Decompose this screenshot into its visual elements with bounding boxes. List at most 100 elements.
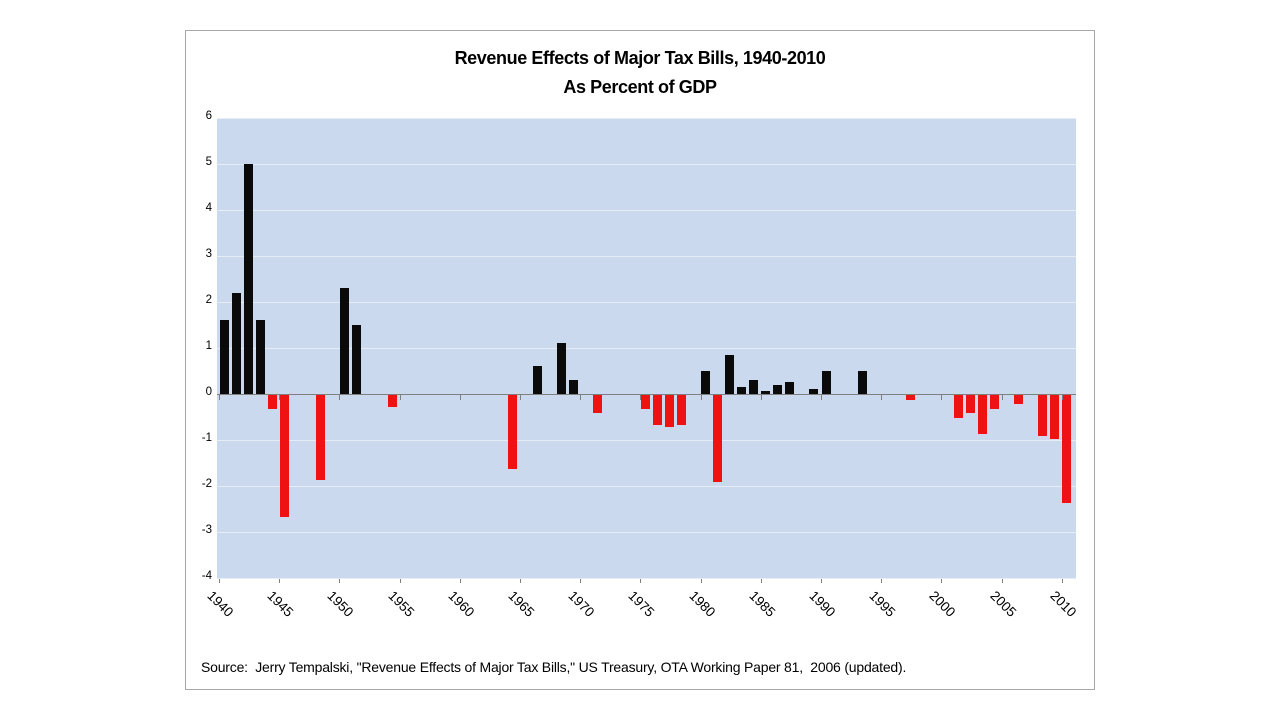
bar-1964 (508, 395, 517, 469)
bar-1984 (749, 380, 758, 394)
source-citation: Source: Jerry Tempalski, "Revenue Effect… (201, 659, 907, 675)
x-axis-label-2010: 2010 (1047, 588, 1080, 620)
x-axis-label-1970: 1970 (565, 588, 598, 620)
x-tick-zero-2005 (1002, 395, 1003, 400)
x-axis-label-1980: 1980 (686, 588, 719, 620)
gridline-y6 (217, 118, 1076, 119)
y-axis-label-1: 1 (205, 340, 212, 352)
x-axis-label-1995: 1995 (866, 588, 899, 620)
bar-1945 (280, 395, 289, 517)
bar-1980 (701, 371, 710, 394)
bar-1943 (256, 320, 265, 394)
x-axis-label-2000: 2000 (926, 588, 959, 620)
x-tick-bottom-1990 (821, 579, 822, 583)
bar-1987 (785, 382, 794, 394)
y-axis-label-2: 2 (205, 294, 212, 306)
bar-1997 (906, 395, 915, 400)
zero-axis-line (217, 394, 1076, 395)
x-tick-bottom-2010 (1062, 579, 1063, 583)
bar-1977 (665, 395, 674, 427)
bar-1985 (761, 391, 770, 394)
bar-2009 (1050, 395, 1059, 439)
gridline-y-1 (217, 440, 1076, 441)
x-axis-label-1940: 1940 (204, 588, 237, 620)
bar-1976 (653, 395, 662, 425)
bar-2010 (1062, 395, 1071, 503)
x-tick-zero-1940 (219, 395, 220, 400)
bar-1978 (677, 395, 686, 425)
x-tick-bottom-1950 (339, 579, 340, 583)
bar-2008 (1038, 395, 1047, 436)
gridline-y3 (217, 256, 1076, 257)
x-tick-zero-1965 (520, 395, 521, 400)
x-axis-label-1955: 1955 (385, 588, 418, 620)
bar-1989 (809, 389, 818, 394)
x-tick-zero-1985 (761, 395, 762, 400)
y-axis-label-0: 0 (205, 386, 212, 398)
bar-1990 (822, 371, 831, 394)
x-tick-zero-2000 (941, 395, 942, 400)
bar-2006 (1014, 395, 1023, 404)
bar-1982 (725, 355, 734, 394)
gridline-y2 (217, 302, 1076, 303)
x-tick-bottom-2000 (941, 579, 942, 583)
x-tick-bottom-1980 (701, 579, 702, 583)
x-tick-bottom-1960 (460, 579, 461, 583)
chart-title-line1: Revenue Effects of Major Tax Bills, 1940… (454, 48, 826, 68)
y-axis-label--4: -4 (201, 570, 212, 582)
x-axis-label-1985: 1985 (746, 588, 779, 620)
bar-1948 (316, 395, 325, 480)
bar-1941 (232, 293, 241, 394)
x-axis-label-1960: 1960 (445, 588, 478, 620)
x-tick-zero-1995 (881, 395, 882, 400)
bar-1951 (352, 325, 361, 394)
bar-1993 (858, 371, 867, 394)
gridline-y-4 (217, 578, 1076, 579)
x-tick-bottom-1940 (219, 579, 220, 583)
x-axis-label-2005: 2005 (987, 588, 1020, 620)
bar-1981 (713, 395, 722, 482)
x-tick-zero-1945 (279, 395, 280, 400)
bar-1940 (220, 320, 229, 394)
x-tick-bottom-1975 (640, 579, 641, 583)
plot-area (217, 118, 1076, 579)
bar-1954 (388, 395, 397, 407)
x-tick-zero-1990 (821, 395, 822, 400)
x-tick-zero-1960 (460, 395, 461, 400)
x-tick-bottom-1995 (881, 579, 882, 583)
chart-title: Revenue Effects of Major Tax Bills, 1940… (186, 44, 1094, 102)
x-axis-label-1990: 1990 (806, 588, 839, 620)
x-tick-bottom-1965 (520, 579, 521, 583)
x-tick-zero-1955 (400, 395, 401, 400)
x-axis-label-1965: 1965 (505, 588, 538, 620)
bar-2002 (966, 395, 975, 413)
x-axis-label-1950: 1950 (324, 588, 357, 620)
bar-1969 (569, 380, 578, 394)
bar-1942 (244, 164, 253, 394)
y-axis-label-4: 4 (205, 202, 212, 214)
x-axis-label-1975: 1975 (625, 588, 658, 620)
y-axis-label-6: 6 (205, 110, 212, 122)
bar-1971 (593, 395, 602, 413)
bar-1986 (773, 385, 782, 394)
y-axis-label-5: 5 (205, 156, 212, 168)
chart-title-line2: As Percent of GDP (563, 77, 717, 97)
gridline-y1 (217, 348, 1076, 349)
bar-1944 (268, 395, 277, 409)
x-tick-zero-1970 (580, 395, 581, 400)
gridline-y4 (217, 210, 1076, 211)
x-tick-zero-1975 (640, 395, 641, 400)
gridline-y-2 (217, 486, 1076, 487)
y-axis-label--3: -3 (201, 524, 212, 536)
bar-2003 (978, 395, 987, 434)
bar-2004 (990, 395, 999, 409)
bar-1975 (641, 395, 650, 409)
x-tick-bottom-1970 (580, 579, 581, 583)
y-axis-label--2: -2 (201, 478, 212, 490)
chart-panel: Revenue Effects of Major Tax Bills, 1940… (185, 30, 1095, 690)
x-tick-zero-1980 (701, 395, 702, 400)
x-axis-label-1945: 1945 (264, 588, 297, 620)
bar-1950 (340, 288, 349, 394)
x-tick-bottom-1945 (279, 579, 280, 583)
